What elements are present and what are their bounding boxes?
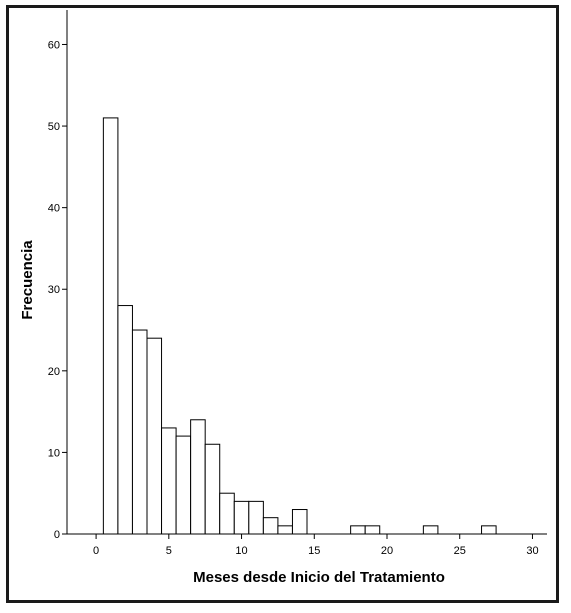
chart-frame: 0 10 20 30 40 50 60 0 5 10 15 20 25 30 Meses desde I… (6, 5, 559, 603)
y-axis-title: Frecuencia (19, 240, 36, 320)
histogram-bar (219, 492, 235, 535)
y-tick-label: 60 (48, 39, 60, 51)
histogram-chart: 0 10 20 30 40 50 60 0 5 10 15 20 25 30 Meses desde I… (19, 10, 547, 586)
y-tick-label: 20 (48, 366, 60, 378)
histogram-bar (204, 443, 221, 535)
axes-group (66, 10, 547, 535)
x-tick-label: 25 (454, 545, 466, 557)
x-tick-label: 0 (93, 545, 99, 557)
histogram-bar (364, 525, 381, 535)
histogram-bar (233, 500, 250, 535)
bars-group (102, 117, 497, 535)
y-tick-label: 40 (48, 203, 60, 215)
histogram-bar (175, 435, 192, 535)
y-axis-ticks: 0 10 20 30 40 50 60 (48, 39, 67, 541)
histogram-bar (350, 525, 366, 535)
histogram-bar (422, 525, 439, 535)
x-tick-label: 30 (526, 545, 538, 557)
x-axis-title: Meses desde Inicio del Tratamiento (193, 569, 445, 586)
histogram-bar (481, 525, 497, 535)
histogram-bar (291, 509, 308, 535)
x-tick-label: 20 (381, 545, 393, 557)
x-tick-label: 15 (308, 545, 320, 557)
histogram-bar (262, 517, 279, 535)
histogram-bar (277, 525, 293, 535)
x-tick-label: 10 (235, 545, 247, 557)
y-tick-label: 30 (48, 284, 60, 296)
y-tick-label: 10 (48, 447, 60, 459)
x-axis-ticks: 0 5 10 15 20 25 30 (93, 534, 539, 557)
histogram-bar (102, 117, 119, 535)
histogram-bar (131, 329, 148, 535)
y-tick-label: 50 (48, 121, 60, 133)
histogram-bar (161, 427, 177, 535)
histogram-bar (248, 500, 264, 535)
x-tick-label: 5 (166, 545, 172, 557)
y-tick-label: 0 (54, 529, 60, 541)
histogram-bar (146, 337, 163, 535)
histogram-bar (117, 305, 133, 535)
histogram-bar (190, 419, 206, 535)
